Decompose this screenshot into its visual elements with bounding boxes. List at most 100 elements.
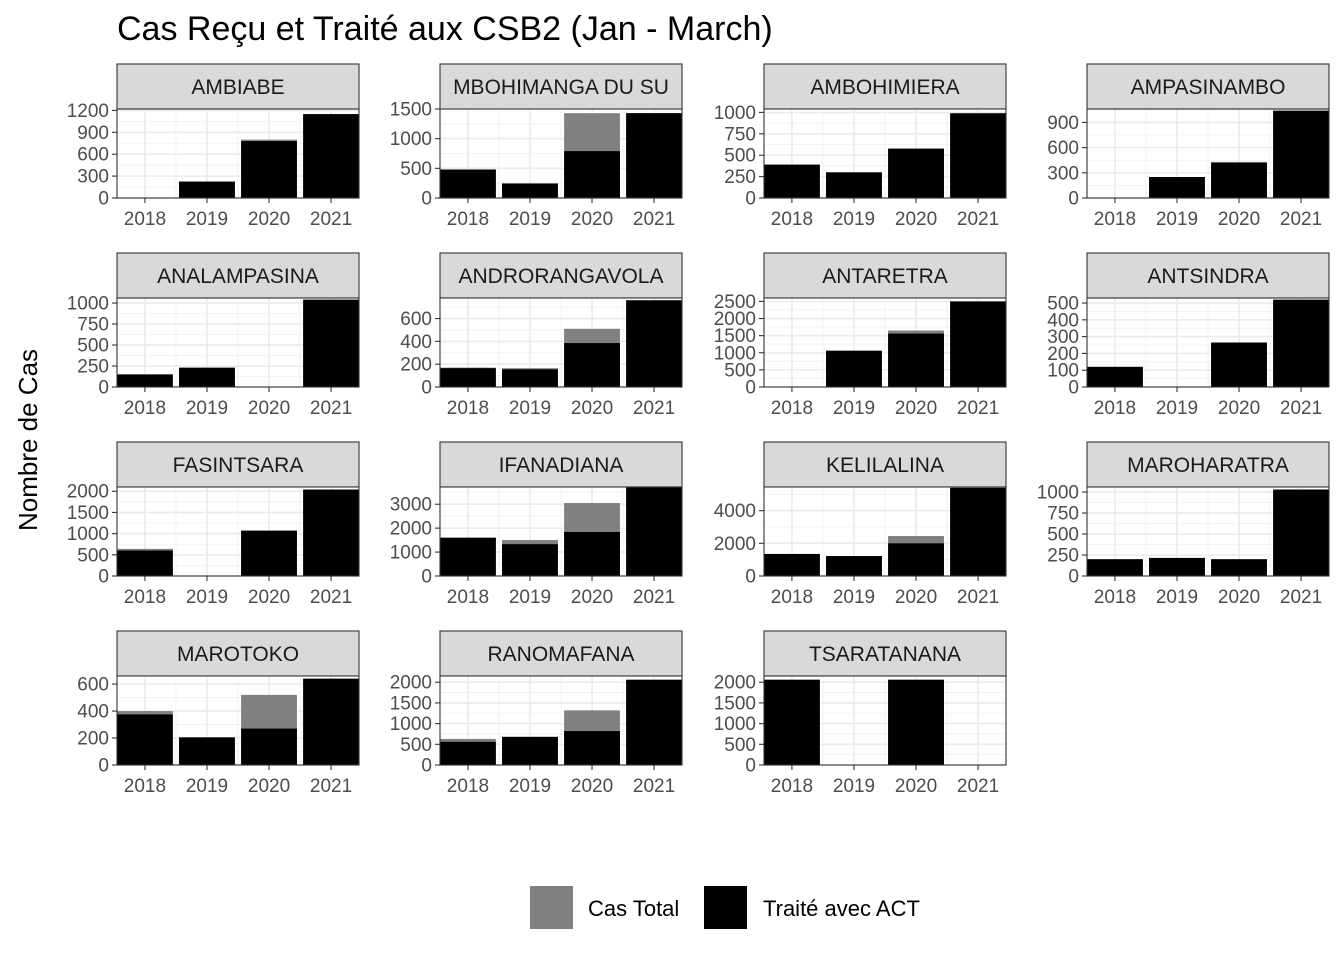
y-tick-label: 0 bbox=[1068, 378, 1079, 399]
facet-strip bbox=[116, 63, 360, 110]
x-tick-label: 2018 bbox=[1094, 398, 1136, 419]
x-tick-label: 2020 bbox=[895, 209, 937, 230]
y-tick-label: 200 bbox=[1047, 344, 1079, 365]
panel-border bbox=[1086, 297, 1330, 388]
y-tick-label: 0 bbox=[98, 756, 109, 777]
bar-traite-avec-act bbox=[826, 556, 882, 576]
y-tick-label: 0 bbox=[745, 567, 756, 588]
facet-strip-label: RANOMAFANA bbox=[487, 643, 634, 666]
y-tick-label: 1500 bbox=[390, 100, 432, 121]
panel-border bbox=[763, 108, 1007, 199]
bar-traite-avec-act bbox=[950, 487, 1006, 576]
bar-traite-avec-act bbox=[564, 343, 620, 387]
panel-border bbox=[116, 297, 360, 388]
y-tick-label: 300 bbox=[1047, 163, 1079, 184]
x-tick-label: 2020 bbox=[1218, 209, 1260, 230]
x-tick-label: 2021 bbox=[1280, 209, 1322, 230]
x-tick-label: 2021 bbox=[957, 209, 999, 230]
x-tick-label: 2018 bbox=[447, 209, 489, 230]
facet-strip bbox=[1086, 441, 1330, 488]
y-tick-label: 0 bbox=[421, 189, 432, 210]
bar-traite-avec-act bbox=[1087, 559, 1143, 576]
facet-strip-label: ANTARETRA bbox=[822, 265, 948, 288]
y-tick-label: 600 bbox=[77, 675, 109, 696]
x-tick-label: 2020 bbox=[571, 587, 613, 608]
y-tick-label: 500 bbox=[1047, 294, 1079, 315]
x-tick-label: 2019 bbox=[509, 776, 551, 797]
y-tick-label: 1000 bbox=[1037, 483, 1079, 504]
x-tick-label: 2021 bbox=[957, 587, 999, 608]
facet-marotoko: MAROTOKO 0 200 400 600 2018 2019 2020 2021 bbox=[77, 630, 360, 797]
y-tick-label: 500 bbox=[400, 735, 432, 756]
x-tick-label: 2018 bbox=[124, 398, 166, 419]
y-tick-label: 1000 bbox=[714, 714, 756, 735]
x-tick-label: 2021 bbox=[957, 398, 999, 419]
bar-traite-avec-act bbox=[626, 487, 682, 576]
bar-traite-avec-act bbox=[626, 300, 682, 387]
x-tick-label: 2019 bbox=[833, 398, 875, 419]
bar-traite-avec-act bbox=[117, 714, 173, 765]
facet-strip-label: ANTSINDRA bbox=[1147, 265, 1268, 288]
x-tick-label: 2021 bbox=[633, 776, 675, 797]
y-tick-label: 600 bbox=[1047, 138, 1079, 159]
x-tick-label: 2019 bbox=[186, 776, 228, 797]
bar-traite-avec-act bbox=[564, 731, 620, 765]
x-tick-label: 2018 bbox=[1094, 587, 1136, 608]
facet-strip-label: AMBIABE bbox=[191, 76, 284, 99]
bar-traite-avec-act bbox=[564, 151, 620, 198]
x-tick-label: 2018 bbox=[447, 587, 489, 608]
panel-border bbox=[116, 675, 360, 766]
y-tick-label: 1500 bbox=[390, 693, 432, 714]
x-tick-label: 2018 bbox=[771, 587, 813, 608]
panel-border bbox=[439, 108, 683, 199]
y-tick-label: 500 bbox=[400, 159, 432, 180]
bar-traite-avec-act bbox=[303, 114, 359, 198]
x-tick-label: 2020 bbox=[895, 587, 937, 608]
legend: Cas Total Traité avec ACT bbox=[530, 886, 920, 929]
bar-traite-avec-act bbox=[888, 148, 944, 198]
panel-border bbox=[1086, 486, 1330, 577]
x-tick-label: 2021 bbox=[310, 776, 352, 797]
x-tick-label: 2019 bbox=[186, 209, 228, 230]
bar-traite-avec-act bbox=[502, 183, 558, 198]
y-tick-label: 500 bbox=[1047, 525, 1079, 546]
y-tick-label: 2000 bbox=[714, 673, 756, 694]
x-tick-label: 2020 bbox=[1218, 587, 1260, 608]
bar-traite-avec-act bbox=[764, 679, 820, 765]
bar-traite-avec-act bbox=[888, 679, 944, 765]
facet-strip bbox=[116, 252, 360, 299]
facet-strip-label: ANALAMPASINA bbox=[157, 265, 319, 288]
x-tick-label: 2018 bbox=[447, 398, 489, 419]
y-tick-label: 0 bbox=[1068, 189, 1079, 210]
bar-traite-avec-act bbox=[502, 736, 558, 765]
bar-traite-avec-act bbox=[241, 530, 297, 576]
bar-traite-avec-act bbox=[440, 368, 496, 387]
x-tick-label: 2021 bbox=[1280, 398, 1322, 419]
y-tick-label: 0 bbox=[745, 189, 756, 210]
x-tick-label: 2020 bbox=[895, 776, 937, 797]
facet-strip-label: KELILALINA bbox=[826, 454, 944, 477]
y-tick-label: 0 bbox=[98, 189, 109, 210]
x-tick-label: 2019 bbox=[1156, 398, 1198, 419]
y-tick-label: 750 bbox=[77, 315, 109, 336]
panel-border bbox=[116, 486, 360, 577]
bar-traite-avec-act bbox=[1273, 299, 1329, 387]
y-tick-label: 500 bbox=[77, 545, 109, 566]
y-tick-label: 600 bbox=[400, 309, 432, 330]
y-tick-label: 1000 bbox=[67, 294, 109, 315]
x-tick-label: 2020 bbox=[895, 398, 937, 419]
y-tick-label: 0 bbox=[421, 567, 432, 588]
x-tick-label: 2019 bbox=[186, 398, 228, 419]
bar-traite-avec-act bbox=[502, 544, 558, 576]
y-tick-label: 0 bbox=[98, 567, 109, 588]
x-tick-label: 2018 bbox=[771, 776, 813, 797]
bar-traite-avec-act bbox=[888, 333, 944, 387]
facet-strip bbox=[439, 63, 683, 110]
x-tick-label: 2019 bbox=[509, 209, 551, 230]
